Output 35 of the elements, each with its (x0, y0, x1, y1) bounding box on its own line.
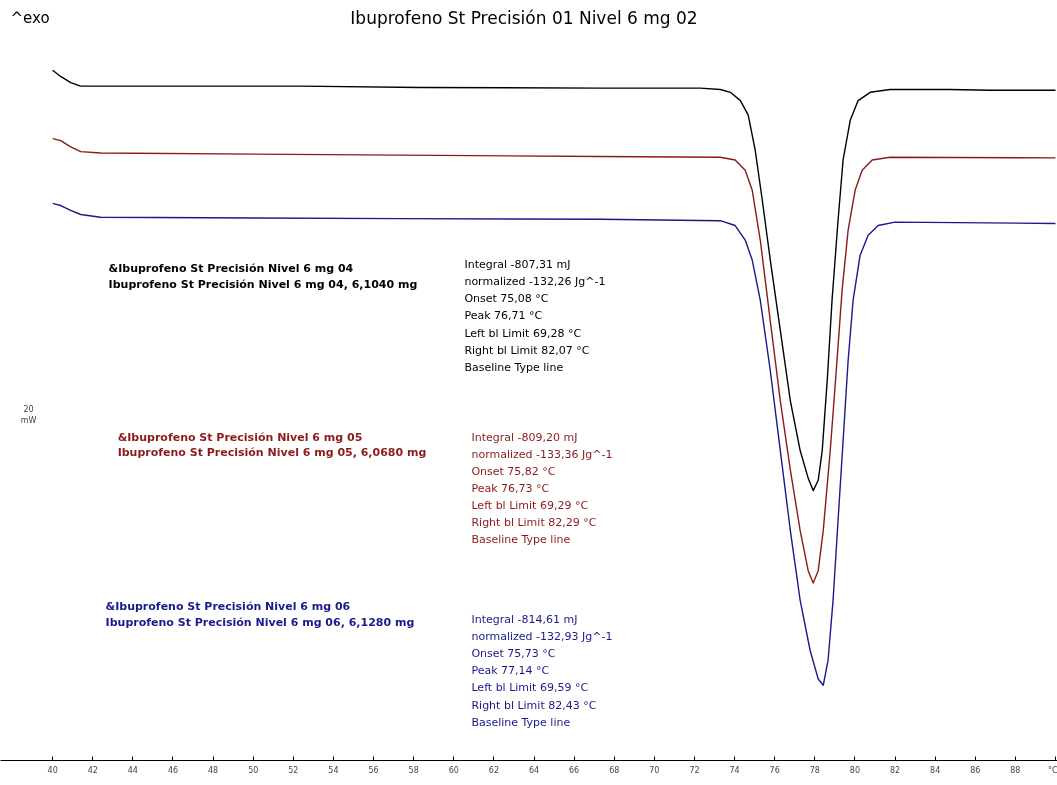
annotation: &Ibuprofeno St Precisión Nivel 6 mg 04 Ibuprofeno St Precisión Nivel 6 mg 04, 6,1040 mg (108, 262, 418, 291)
x-tick-label: 74 (729, 765, 740, 775)
annotation: &Ibuprofeno St Precisión Nivel 6 mg 06 Ibuprofeno St Precisión Nivel 6 mg 06, 6,1280 mg (105, 600, 415, 629)
x-tick-label: 72 (689, 765, 700, 775)
x-tick-label: 62 (488, 765, 499, 775)
annotation: 20 mW (20, 405, 37, 426)
x-tick-label: 50 (248, 765, 259, 775)
x-tick-label: 84 (930, 765, 941, 775)
x-tick-label: 88 (1010, 765, 1021, 775)
chart-title: Ibuprofeno St Precisión 01 Nivel 6 mg 02 (350, 8, 698, 29)
annotation: Integral -814,61 mJ normalized -132,93 Jg^-1 Onset 75,73 °C Peak 77,14 °C Left bl Limit 69,59 °C Right bl Limit 82,43 °C Baseline Type line (471, 612, 613, 729)
x-tick-label: 64 (528, 765, 540, 775)
x-tick-label: 42 (87, 765, 98, 775)
x-tick-label: 56 (368, 765, 379, 775)
x-tick-label: 60 (448, 765, 459, 775)
x-tick-label: 86 (970, 765, 981, 775)
x-tick-label: 68 (609, 765, 620, 775)
text: ^exo (10, 9, 50, 28)
x-tick-label: 78 (809, 765, 820, 775)
annotation: Integral -807,31 mJ normalized -132,26 Jg^-1 Onset 75,08 °C Peak 76,71 °C Left bl Limit 69,28 °C Right bl Limit 82,07 °C Baseline Type line (464, 257, 606, 374)
x-tick-label: 52 (288, 765, 299, 775)
x-tick-label: 40 (47, 765, 58, 775)
x-tick-label: 66 (569, 765, 580, 775)
x-tick-label: 48 (208, 765, 219, 775)
x-tick-label: 44 (127, 765, 138, 775)
x-tick-label: 80 (849, 765, 861, 775)
x-tick-label: 76 (769, 765, 780, 775)
x-tick-label: 82 (889, 765, 901, 775)
x-tick-label: 46 (167, 765, 179, 775)
x-tick-label: °C (1047, 765, 1057, 775)
annotation: Integral -809,20 mJ normalized -133,36 Jg^-1 Onset 75,82 °C Peak 76,73 °C Left bl Limit 69,29 °C Right bl Limit 82,29 °C Baseline Type line (471, 430, 613, 547)
annotation: &Ibuprofeno St Precisión Nivel 6 mg 05 Ibuprofeno St Precisión Nivel 6 mg 05, 6,0680 mg (117, 430, 427, 460)
x-tick-label: 70 (649, 765, 660, 775)
x-tick-label: 54 (328, 765, 339, 775)
x-tick-label: 58 (408, 765, 419, 775)
